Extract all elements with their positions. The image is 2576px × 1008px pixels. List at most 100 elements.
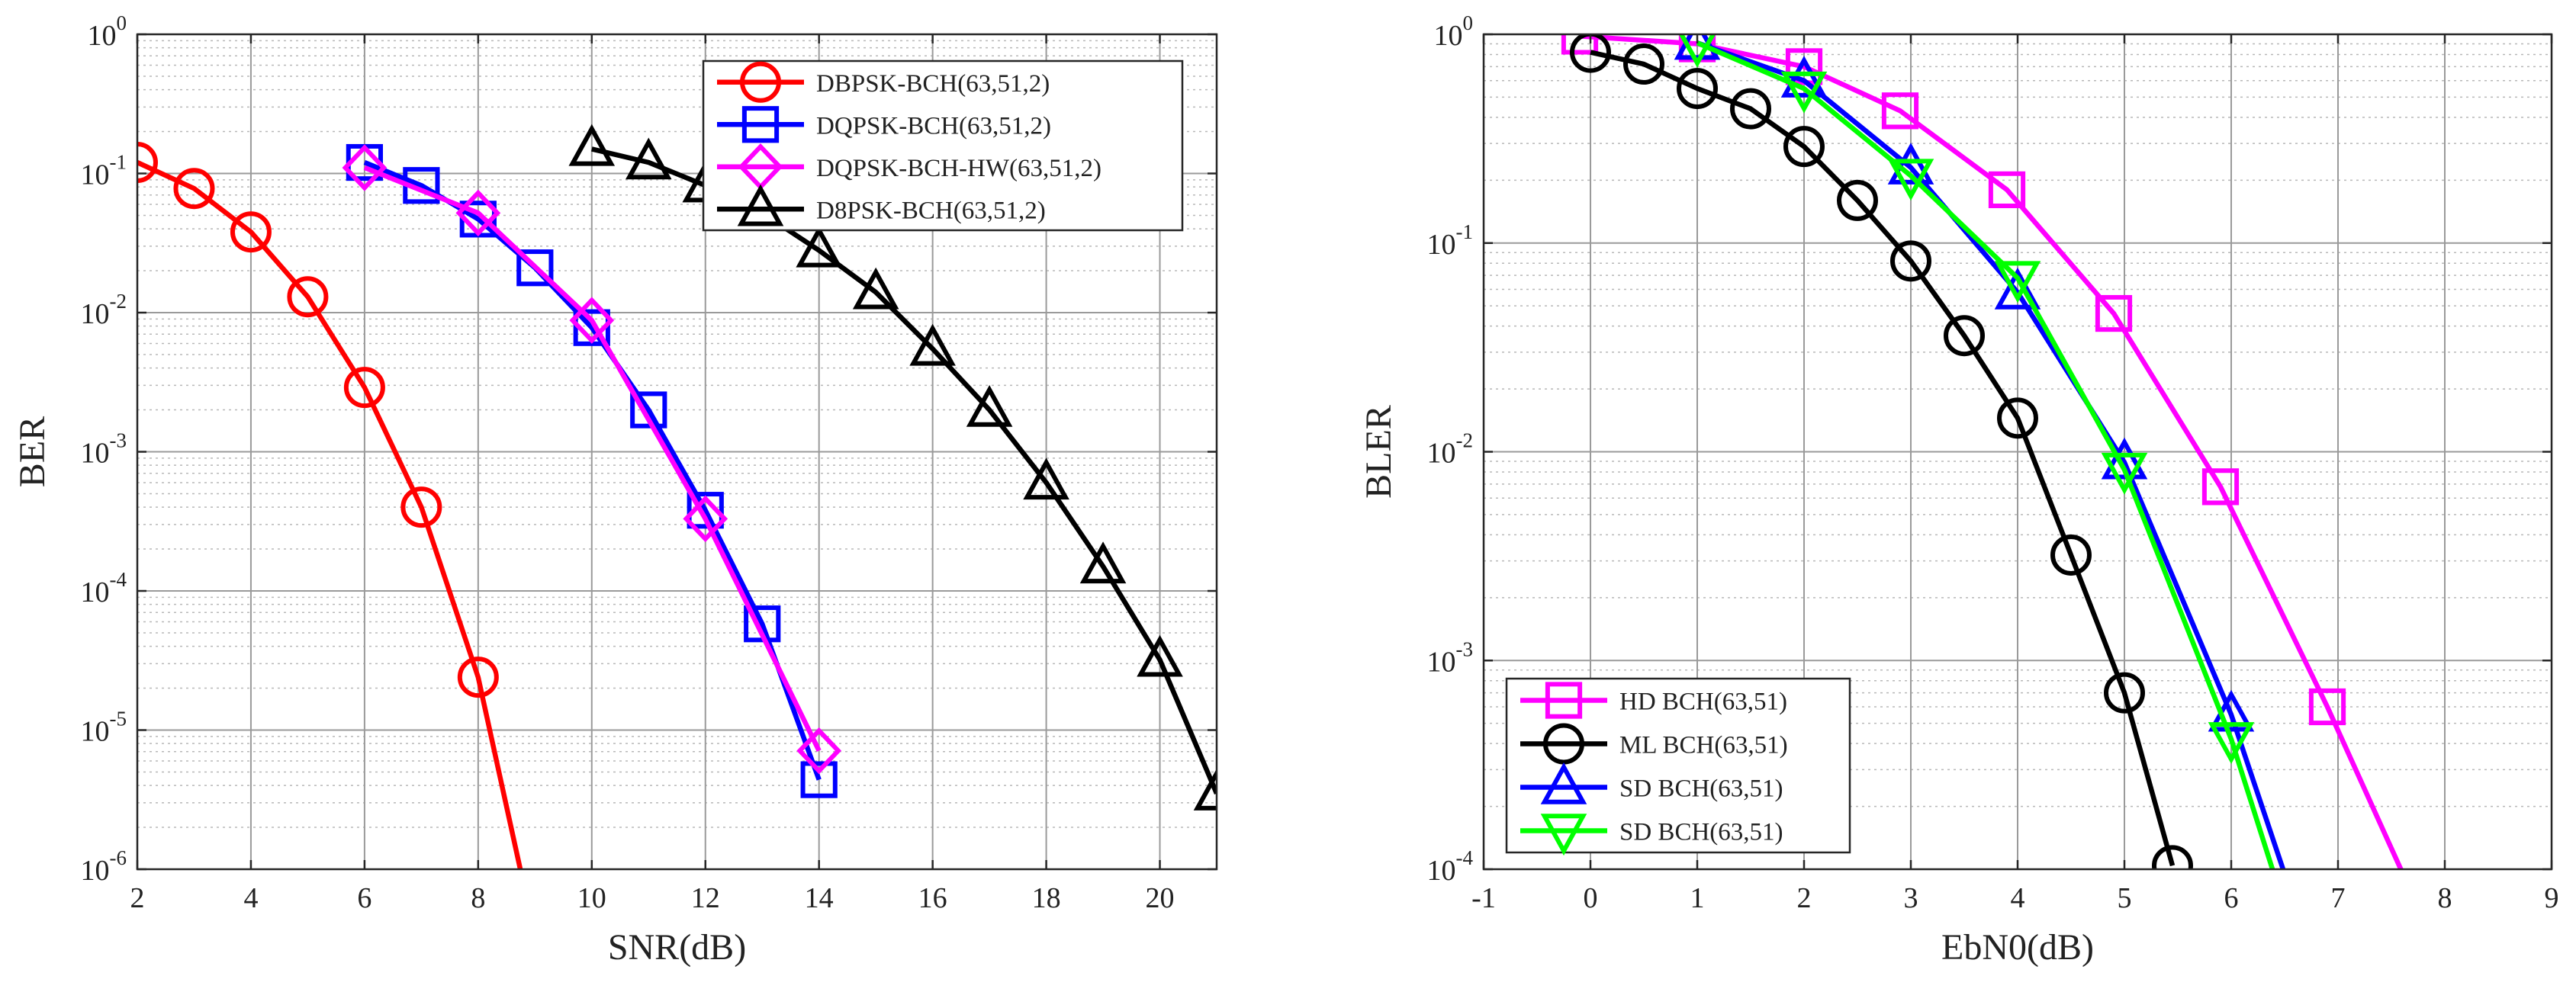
bler-y-tick-label: 10-2 (1427, 429, 1474, 470)
ber-series-3-point (1079, 541, 1127, 584)
ber-series-3-point (1137, 634, 1183, 677)
bler-y-tick-base: 10 (1434, 20, 1463, 52)
ber-x-tick-label: 20 (1146, 882, 1175, 914)
bler-series-2-line (1696, 40, 2286, 869)
ber-y-tick-exponent: 0 (117, 11, 127, 34)
bler-legend-item: ML BCH(63,51) (1520, 723, 1788, 765)
bler-x-tick-label: 6 (2224, 882, 2239, 914)
ber-x-axis-label: SNR(dB) (608, 927, 746, 968)
ber-series-3-point (1023, 457, 1069, 500)
bler-y-tick-base: 10 (1427, 855, 1456, 887)
bler-series-3-point (2101, 452, 2148, 495)
bler-y-tick-exponent: 0 (1463, 11, 1474, 34)
bler-series-1-point (2050, 534, 2092, 576)
bler-y-tick-exponent: -4 (1456, 846, 1474, 869)
ber-x-tick-label: 6 (357, 882, 371, 914)
bler-series-3-point (1887, 159, 1934, 201)
bler-legend-swatch-marker (1543, 723, 1584, 765)
ber-y-tick-label: 10-3 (81, 429, 127, 470)
ber-series-3-point (1193, 769, 1217, 811)
bler-y-tick-base: 10 (1427, 438, 1456, 470)
ber-y-tick-exponent: -5 (110, 708, 127, 730)
ber-series-1-point (630, 391, 667, 429)
bler-series-0-line (1579, 34, 2404, 869)
ber-series-2-point (342, 144, 388, 191)
bler-series-2-point (1994, 267, 2041, 310)
ber-series-0-point (343, 367, 385, 409)
ber-y-tick-exponent: -3 (110, 429, 127, 452)
bler-series-1-point (2104, 672, 2145, 714)
bler-x-tick-label: 8 (2438, 882, 2452, 914)
bler-series-1-point (1997, 397, 2038, 439)
bler-series-1-point (1677, 68, 1718, 110)
bler-legend-label: ML BCH(63,51) (1619, 732, 1788, 759)
bler-legend-swatch-marker (1540, 814, 1587, 856)
ber-y-tick-base: 10 (81, 716, 110, 748)
bler-series-3-point (2208, 722, 2255, 764)
bler-legend-item: HD BCH(63,51) (1520, 682, 1787, 719)
ber-legend-item: DQPSK-BCH-HW(63,51,2) (717, 143, 1101, 191)
ber-y-tick-label: 10-6 (81, 846, 127, 887)
bler-legend-item: SD BCH(63,51) (1520, 762, 1783, 804)
bler-y-tick-label: 10-3 (1427, 637, 1474, 678)
bler-series-1-point (1730, 88, 1771, 130)
bler-series-2-point (2101, 437, 2148, 480)
ber-series-1-point (800, 761, 838, 798)
bler-series-1-point (1890, 240, 1931, 282)
bler-x-tick-label: 5 (2118, 882, 2132, 914)
ber-y-tick-exponent: -6 (110, 846, 127, 869)
bler-x-tick-label: 4 (2011, 882, 2025, 914)
ber-y-tick-exponent: -2 (110, 290, 127, 313)
ber-legend-item: DQPSK-BCH(63,51,2) (717, 106, 1051, 143)
ber-series-3-point (796, 225, 842, 268)
bler-x-tick-label: 0 (1584, 882, 1598, 914)
bler-y-axis-label: BLER (1359, 405, 1399, 499)
bler-series-1-point (1944, 315, 1985, 357)
bler-x-tick-label: 1 (1690, 882, 1705, 914)
bler-legend-label: HD BCH(63,51) (1619, 689, 1787, 716)
bler-series-2-point (1780, 56, 1828, 98)
ber-series-3-point (909, 323, 956, 366)
ber-series-3-point (966, 384, 1013, 427)
bler-series-0-point (1988, 171, 2026, 208)
bler-series-1-point (1623, 43, 1664, 85)
ber-series-2-line (363, 165, 822, 753)
bler-x-tick-label: 2 (1797, 882, 1812, 914)
ber-legend-label: DQPSK-BCH-HW(63,51,2) (816, 155, 1101, 182)
bler-y-tick-label: 10-4 (1427, 846, 1474, 887)
ber-series-2-point (796, 727, 842, 775)
ber-legend-label: DBPSK-BCH(63,51,2) (816, 70, 1050, 98)
bler-series-2-point (1674, 34, 1721, 60)
bler-y-tick-label: 100 (1434, 11, 1474, 52)
ber-x-tick-label: 2 (130, 882, 145, 914)
bler-y-tick-base: 10 (1427, 646, 1456, 678)
ber-chart: 2 4 6 8 10 12 14 16 18 2010-610-510-410-310-210-1… (12, 11, 1218, 968)
ber-y-tick-label: 100 (88, 11, 127, 52)
ber-series-0-point (173, 168, 215, 210)
ber-series-2-point (569, 297, 615, 344)
bler-legend-item: SD BCH(63,51) (1520, 814, 1783, 856)
ber-y-tick-base: 10 (88, 20, 117, 52)
ber-series-1-point (687, 492, 724, 529)
ber-legend-swatch-marker (740, 61, 781, 103)
ber-series-0-point (457, 656, 499, 698)
ber-y-tick-base: 10 (81, 298, 110, 330)
ber-y-tick-exponent: -1 (110, 151, 127, 174)
ber-series-0-point (230, 211, 272, 253)
ber-series-3-point (568, 124, 616, 166)
bler-series-1-point (1837, 179, 1878, 221)
bler-series-1-point (1783, 126, 1825, 168)
bler-legend-swatch-marker (1545, 682, 1583, 719)
ber-legend-swatch-marker (741, 106, 780, 143)
bler-series-3-point (1678, 34, 1716, 68)
bler-legend-label: SD BCH(63,51) (1619, 819, 1783, 846)
ber-series-2-point (455, 189, 501, 237)
ber-series-0-line (137, 160, 523, 869)
bler-y-tick-label: 10-1 (1427, 220, 1474, 261)
bler-x-tick-label: -1 (1471, 882, 1496, 914)
ber-x-tick-label: 18 (1032, 882, 1061, 914)
ber-y-axis-label: BER (12, 416, 53, 487)
bler-y-tick-exponent: -3 (1456, 637, 1474, 660)
bler-series-3-point (1994, 261, 2041, 303)
bler-series-0-point (2308, 688, 2346, 726)
